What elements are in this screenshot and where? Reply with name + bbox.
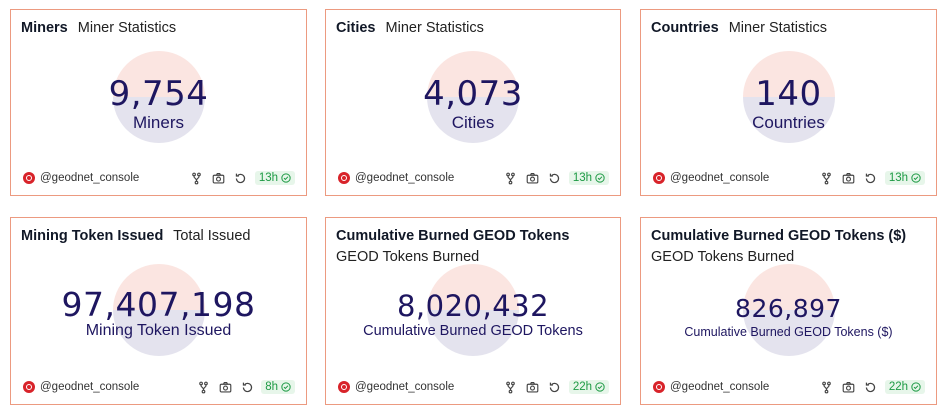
fork-icon[interactable] [502,169,520,187]
card-title[interactable]: Mining Token Issued [21,228,164,244]
card-subtitle: GEOD Tokens Burned [651,249,795,265]
fork-icon[interactable] [188,169,206,187]
card-subtitle: Miner Statistics [385,20,484,36]
camera-icon[interactable] [210,169,228,187]
geodnet-logo-icon [23,381,35,393]
query-card-burned-tokens[interactable]: Cumulative Burned GEOD Tokens GEOD Token… [325,217,621,405]
card-title[interactable]: Cumulative Burned GEOD Tokens ($) [651,228,907,244]
owner-handle[interactable]: @geodnet_console [670,172,770,184]
card-header: Miners Miner Statistics [21,18,294,39]
card-header: Countries Miner Statistics [651,18,924,39]
refresh-icon[interactable] [546,378,564,396]
card-subtitle: Miner Statistics [728,20,828,36]
counter-background [427,51,519,143]
card-subtitle: Total Issued [173,228,251,244]
counter-background [112,264,205,356]
geodnet-logo-icon [338,381,350,393]
query-card-mining-token-issued[interactable]: Mining Token Issued Total Issued 97,407,… [10,217,307,405]
card-title[interactable]: Cities [336,20,376,36]
card-footer: @geodnet_console 22h [653,377,925,397]
freshness-badge[interactable]: 22h [568,380,609,394]
fork-icon[interactable] [818,378,836,396]
card-header: Cities Miner Statistics [336,18,608,39]
counter-background [112,51,205,143]
owner-handle[interactable]: @geodnet_console [40,381,140,393]
query-card-cities[interactable]: Cities Miner Statistics 4,073 Cities @ge… [325,9,621,196]
freshness-age: 22h [572,381,592,393]
counter-value: 826,897 [735,294,842,323]
geodnet-logo-icon [653,172,665,184]
owner-handle[interactable]: @geodnet_console [355,381,455,393]
check-circle-icon [911,173,921,183]
card-footer: @geodnet_console 22h [338,377,609,397]
card-title[interactable]: Countries [651,20,719,36]
freshness-badge[interactable]: 13h [254,171,295,185]
freshness-age: 13h [258,172,278,184]
refresh-icon[interactable] [546,169,564,187]
fork-icon[interactable] [818,169,836,187]
owner-handle[interactable]: @geodnet_console [670,381,770,393]
camera-icon[interactable] [216,378,234,396]
counter-background [742,51,835,143]
counter-label: Cumulative Burned GEOD Tokens ($) [684,325,893,339]
freshness-badge[interactable]: 13h [568,171,609,185]
card-title[interactable]: Miners [21,20,68,36]
freshness-badge[interactable]: 13h [884,171,925,185]
fork-icon[interactable] [194,378,212,396]
check-circle-icon [911,382,921,392]
camera-icon[interactable] [524,378,542,396]
card-header: Cumulative Burned GEOD Tokens GEOD Token… [336,226,608,268]
owner-handle[interactable]: @geodnet_console [355,172,455,184]
counter-value: 9,754 [108,74,209,114]
counter-value: 140 [755,74,822,114]
card-subtitle: GEOD Tokens Burned [336,249,480,265]
counter-value: 4,073 [423,74,523,114]
freshness-age: 13h [888,172,908,184]
refresh-icon[interactable] [232,169,250,187]
fork-icon[interactable] [502,378,520,396]
counter-value: 97,407,198 [61,285,256,324]
check-circle-icon [595,382,605,392]
freshness-age: 22h [888,381,908,393]
card-title[interactable]: Cumulative Burned GEOD Tokens [336,228,570,244]
refresh-icon[interactable] [238,378,256,396]
check-circle-icon [281,173,291,183]
card-footer: @geodnet_console 13h [653,168,925,188]
owner-handle[interactable]: @geodnet_console [40,172,140,184]
refresh-icon[interactable] [862,169,880,187]
counter-label: Mining Token Issued [85,322,232,339]
card-header: Mining Token Issued Total Issued [21,226,294,247]
geodnet-logo-icon [23,172,35,184]
camera-icon[interactable] [840,169,858,187]
card-footer: @geodnet_console 8h [23,377,295,397]
card-subtitle: Miner Statistics [77,20,177,36]
freshness-age: 13h [572,172,592,184]
geodnet-logo-icon [653,381,665,393]
refresh-icon[interactable] [862,378,880,396]
camera-icon[interactable] [524,169,542,187]
card-footer: @geodnet_console 13h [23,168,295,188]
freshness-badge[interactable]: 22h [884,380,925,394]
counter-label: Miners [132,113,184,132]
camera-icon[interactable] [840,378,858,396]
counter-background [427,264,519,356]
counter-value: 8,020,432 [396,289,550,323]
geodnet-logo-icon [338,172,350,184]
freshness-age: 8h [265,381,278,393]
check-circle-icon [281,382,291,392]
check-circle-icon [595,173,605,183]
card-footer: @geodnet_console 13h [338,168,609,188]
counter-label: Countries [752,113,825,132]
query-card-countries[interactable]: Countries Miner Statistics 140 Countries… [640,9,937,196]
counter-label: Cities [451,113,495,132]
query-card-miners[interactable]: Miners Miner Statistics 9,754 Miners @ge… [10,9,307,196]
counter-background [742,264,835,356]
card-header: Cumulative Burned GEOD Tokens ($) GEOD T… [651,226,924,268]
counter-label: Cumulative Burned GEOD Tokens [363,323,583,339]
freshness-badge[interactable]: 8h [261,380,295,394]
query-card-burned-tokens-usd[interactable]: Cumulative Burned GEOD Tokens ($) GEOD T… [640,217,937,405]
